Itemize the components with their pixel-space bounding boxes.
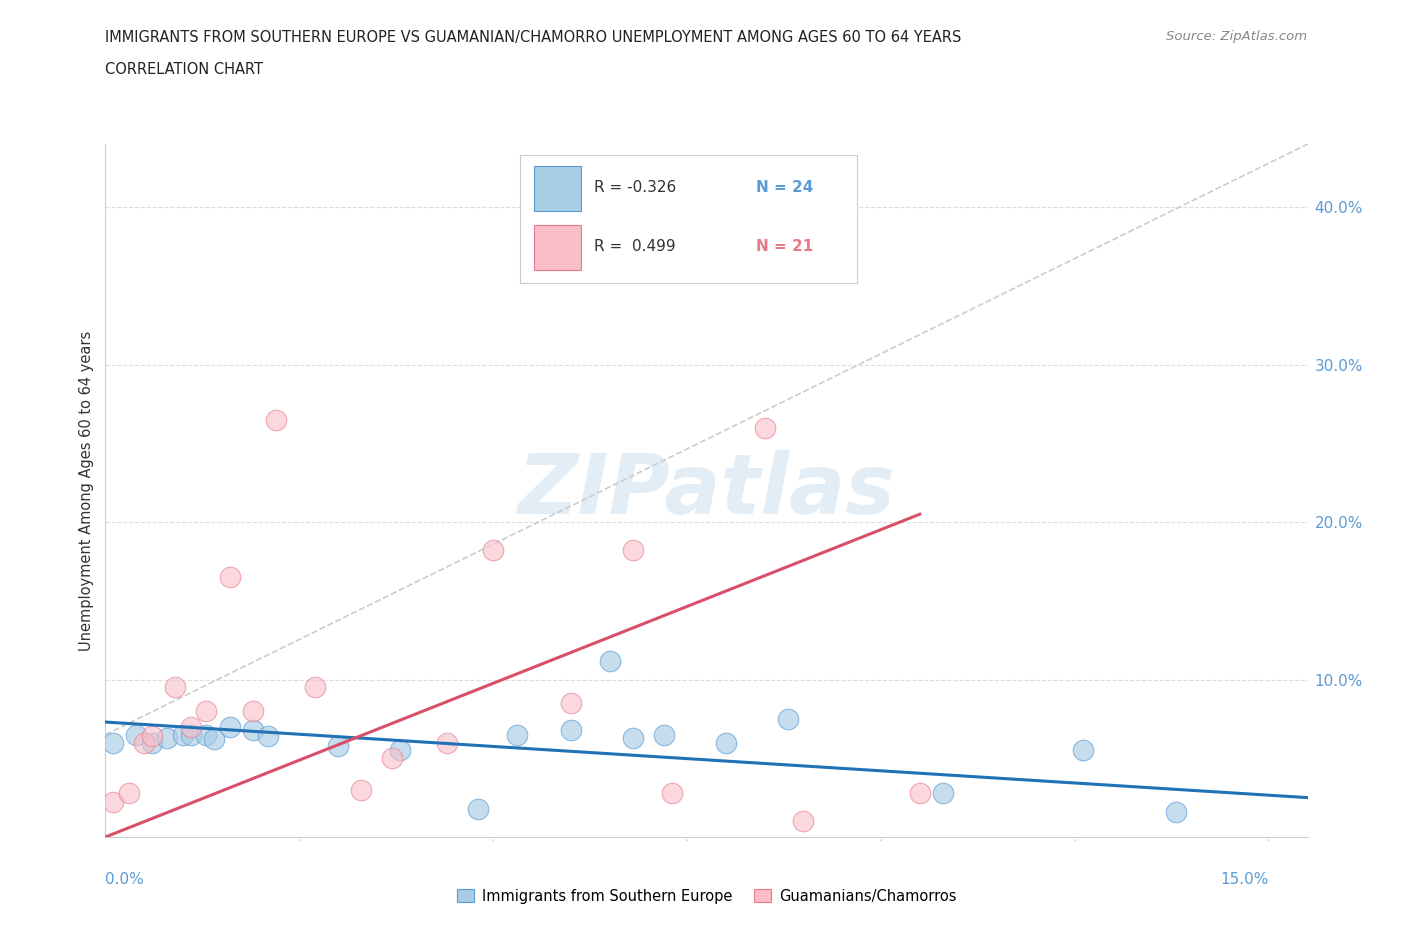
Point [714,735,737,750]
Point [560,723,582,737]
Point [218,719,240,734]
Point [482,543,505,558]
Point [908,786,931,801]
Point [257,729,280,744]
Text: Source: ZipAtlas.com: Source: ZipAtlas.com [1167,30,1308,43]
Text: 15.0%: 15.0% [1220,871,1268,886]
Point [242,723,264,737]
Text: IMMIGRANTS FROM SOUTHERN EUROPE VS GUAMANIAN/CHAMORRO UNEMPLOYMENT AMONG AGES 60: IMMIGRANTS FROM SOUTHERN EUROPE VS GUAMA… [105,30,962,45]
Point [436,735,458,750]
Legend: Immigrants from Southern Europe, Guamanians/Chamorros: Immigrants from Southern Europe, Guamani… [451,883,962,910]
Point [754,420,776,435]
Point [141,729,163,744]
Point [118,786,141,801]
Point [103,735,125,750]
Text: 0.0%: 0.0% [105,871,145,886]
Point [467,802,489,817]
Point [134,735,156,750]
Point [264,412,287,427]
Point [326,738,349,753]
Y-axis label: Unemployment Among Ages 60 to 64 years: Unemployment Among Ages 60 to 64 years [79,330,94,651]
Text: CORRELATION CHART: CORRELATION CHART [105,62,263,77]
Point [195,727,218,742]
Point [141,735,163,750]
Point [156,730,179,745]
Point [505,727,527,742]
Point [172,727,194,742]
Point [652,727,675,742]
Point [621,730,644,745]
Point [304,680,326,695]
Point [599,653,621,668]
Point [776,711,799,726]
Point [103,795,125,810]
Point [932,786,955,801]
Point [621,543,644,558]
Point [202,732,225,747]
Point [661,786,683,801]
Point [1164,804,1187,819]
Point [792,814,814,829]
Point [381,751,404,765]
Point [125,727,148,742]
Point [165,680,187,695]
Point [218,570,240,585]
Point [195,704,218,719]
Point [180,719,202,734]
Point [560,696,582,711]
Point [1071,743,1094,758]
Point [242,704,264,719]
Point [350,782,373,797]
Text: ZIPatlas: ZIPatlas [517,450,896,531]
Point [180,727,202,742]
Point [389,743,412,758]
